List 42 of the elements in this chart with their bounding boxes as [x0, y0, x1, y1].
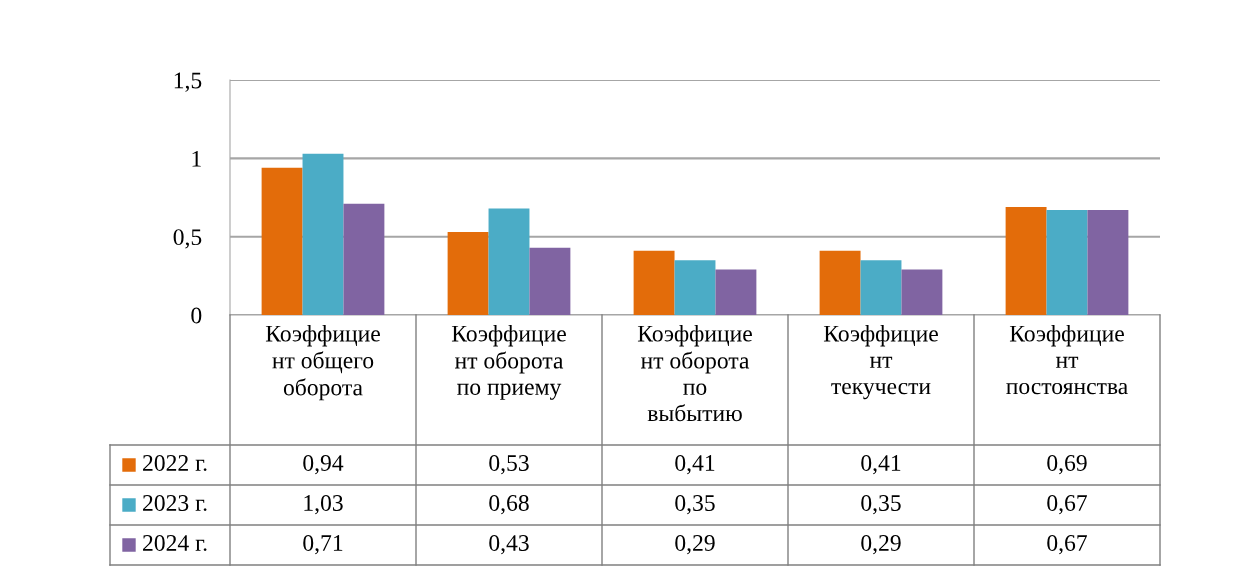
data-label: 0,69 — [1047, 454, 1087, 475]
data-label: 0,67 — [1047, 494, 1087, 515]
bar — [674, 260, 716, 315]
data-label: 1,03 — [304, 494, 343, 515]
bar — [1046, 210, 1088, 315]
data-label: 0,41 — [675, 454, 715, 475]
legend-label: 2024 г. — [143, 534, 207, 552]
data-label: 0,35 — [861, 494, 901, 515]
bar — [343, 203, 385, 315]
data-label: 0,35 — [675, 494, 715, 515]
data-label: 0,68 — [489, 494, 529, 515]
bar — [901, 269, 943, 315]
bar — [860, 260, 902, 315]
bar — [261, 167, 303, 315]
bar — [1087, 210, 1129, 315]
data-label: 0,41 — [861, 454, 901, 475]
x-tick-label: Коэффицие нт оборота по выбытию — [637, 325, 752, 422]
data-label: 0,29 — [675, 534, 715, 555]
x-tick-label: Коэффицие нт текучести — [823, 325, 938, 400]
y-tick-label: 0 — [191, 307, 202, 324]
bar — [447, 231, 489, 315]
y-tick-label: 0,5 — [173, 229, 202, 249]
bar — [302, 153, 344, 315]
bar — [633, 250, 675, 315]
data-label: 0,94 — [303, 454, 344, 475]
bar — [819, 250, 861, 315]
bar — [488, 208, 530, 315]
y-tick-label: 1 — [192, 150, 201, 167]
legend-label: 2022 г. — [143, 454, 207, 472]
legend-label: 2023 г. — [143, 494, 207, 512]
x-tick-label: Коэффицие нт оборота по приему — [451, 325, 566, 400]
x-tick-label: Коэффицие нт общего оборота — [265, 325, 380, 401]
bar — [1005, 206, 1047, 315]
data-label: 0,67 — [1047, 534, 1087, 555]
data-label: 0,29 — [861, 534, 901, 555]
data-label: 0,43 — [489, 534, 529, 555]
data-label: 0,71 — [303, 534, 343, 555]
bar — [529, 247, 571, 315]
bar — [715, 269, 757, 315]
x-tick-label: Коэффицие нт постоянства — [1006, 325, 1128, 395]
y-tick-label: 1,5 — [174, 72, 202, 92]
data-label: 0,53 — [489, 454, 529, 475]
